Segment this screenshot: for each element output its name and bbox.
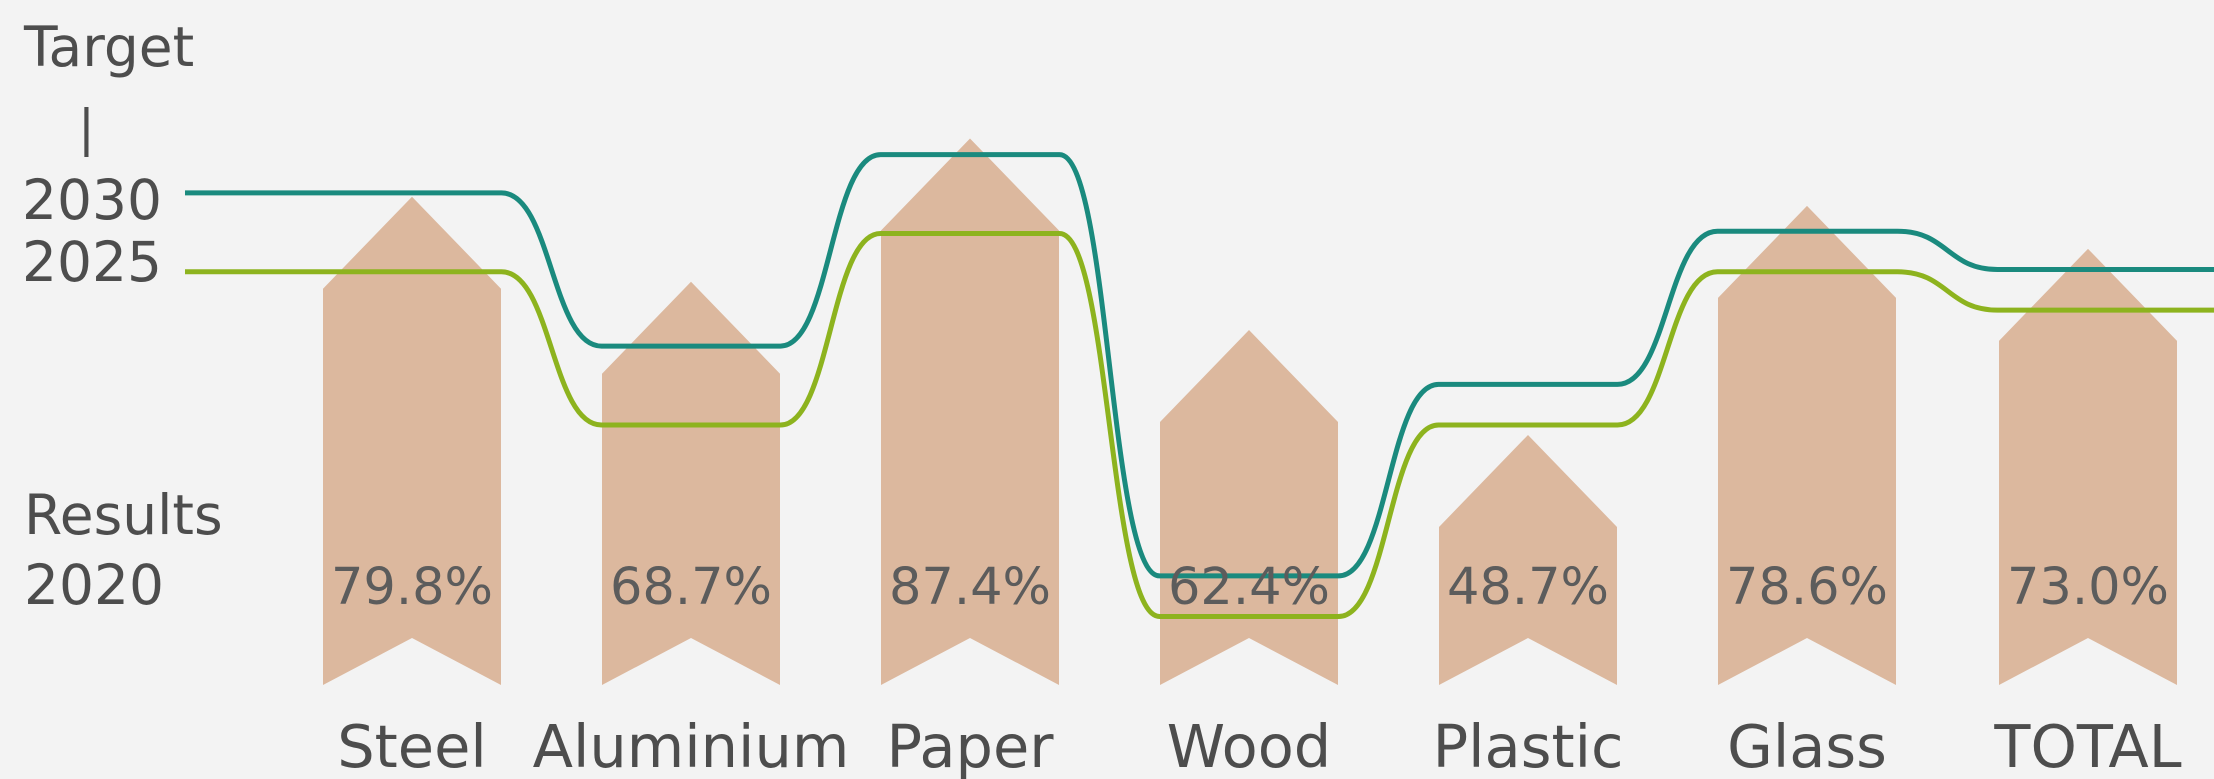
side-labels: Target | 2030 2025 Results 2020 [22, 15, 223, 617]
target-2030-line [185, 152, 2214, 579]
result-bar-plastic [1439, 434, 1617, 685]
category-label-aluminium: Aluminium [533, 712, 850, 779]
result-bars [323, 138, 2177, 686]
value-label-glass: 78.6% [1726, 558, 1888, 617]
result-bar-total [1999, 248, 2177, 685]
target-heading: Target [23, 15, 194, 79]
target-separator: | [78, 99, 95, 157]
value-label-steel: 79.8% [331, 558, 493, 617]
result-bar-paper [881, 138, 1059, 686]
category-label-paper: Paper [886, 712, 1054, 779]
value-label-aluminium: 68.7% [610, 558, 772, 617]
target-2025-label: 2025 [22, 230, 162, 294]
result-bar-glass [1718, 205, 1896, 685]
result-bar-aluminium [602, 281, 780, 685]
value-label-wood: 62.4% [1168, 558, 1330, 617]
value-label-total: 73.0% [2007, 558, 2169, 617]
value-label-plastic: 48.7% [1447, 558, 1609, 617]
target-lines [185, 152, 2214, 619]
value-labels: 79.8% 68.7% 87.4% 62.4% 48.7% 78.6% 73.0% [331, 558, 2169, 617]
category-label-wood: Wood [1167, 712, 1332, 779]
result-bar-steel [323, 196, 501, 685]
category-label-plastic: Plastic [1433, 712, 1624, 779]
category-label-total: TOTAL [1993, 712, 2181, 779]
value-label-paper: 87.4% [889, 558, 1051, 617]
target-2025-line [185, 231, 2214, 619]
category-label-glass: Glass [1727, 712, 1887, 779]
category-labels: Steel Aluminium Paper Wood Plastic Glass TOTAL [337, 712, 2182, 779]
results-year-label: 2020 [24, 553, 164, 617]
target-2030-label: 2030 [22, 168, 162, 232]
category-label-steel: Steel [337, 712, 487, 779]
results-heading: Results [24, 483, 223, 547]
result-bar-wood [1160, 330, 1338, 685]
